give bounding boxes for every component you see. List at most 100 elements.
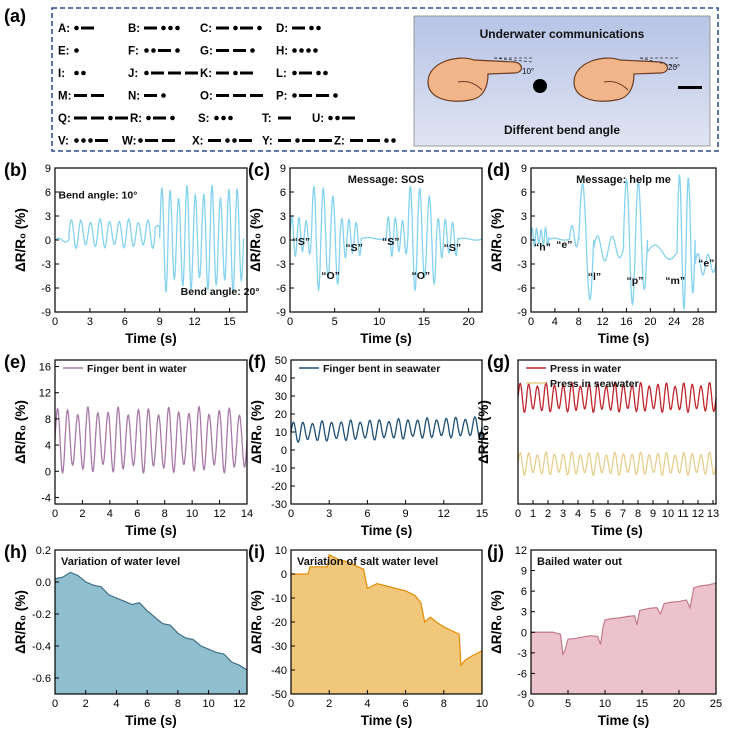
plot-area-b <box>55 183 245 294</box>
morse-dash <box>292 26 305 30</box>
y-tick-label: -10 <box>271 593 287 605</box>
morse-dot <box>316 70 321 76</box>
morse-letter: J: <box>128 68 138 80</box>
x-tick-label: 12 <box>438 508 450 520</box>
legend-label: Finger bent in water <box>87 363 187 375</box>
annotation: “O” <box>411 270 430 282</box>
scale-bar <box>678 86 702 89</box>
morse-dash <box>302 139 315 142</box>
x-tick-label: 8 <box>162 508 168 520</box>
y-tick-label: -3 <box>41 259 51 271</box>
morse-dot <box>384 138 389 143</box>
panel-label-b: (b) <box>4 160 27 180</box>
x-tick-label: 4 <box>113 698 119 710</box>
x-tick-label: 0 <box>287 316 293 328</box>
y-tick-label: 3 <box>45 211 51 223</box>
x-tick-label: 4 <box>107 508 113 520</box>
morse-entry: D: <box>276 23 321 35</box>
morse-letter: W: <box>122 136 136 148</box>
morse-letter: K: <box>200 68 212 80</box>
finger-crease <box>457 81 483 91</box>
x-tick-label: 12 <box>233 698 245 710</box>
y-tick-label: 12 <box>39 388 51 400</box>
morse-dot <box>225 138 230 143</box>
y-tick-label: 6 <box>280 187 286 199</box>
morse-dash <box>299 94 312 97</box>
x-tick-label: 12 <box>692 508 704 520</box>
x-tick-label: 0 <box>288 698 294 710</box>
y-axis-label: ΔR/R₀ (%) <box>489 208 504 272</box>
chart-title: Variation of salt water level <box>297 556 438 568</box>
x-tick-label: 5 <box>565 698 571 710</box>
x-tick-label: 8 <box>441 698 447 710</box>
morse-dot <box>228 115 233 121</box>
morse-entry: R: <box>130 113 175 125</box>
morse-dash <box>299 71 312 75</box>
morse-dash <box>350 139 363 142</box>
morse-dot <box>214 115 219 121</box>
morse-entry: J: <box>128 68 198 80</box>
x-tick-label: 12 <box>596 316 608 328</box>
y-tick-label: 0.0 <box>36 577 51 589</box>
morse-dot <box>316 25 321 31</box>
x-axis-label: Time (s) <box>598 331 650 346</box>
morse-dash <box>278 116 291 120</box>
axes-frame <box>54 359 248 505</box>
morse-dash <box>316 94 329 97</box>
x-tick-label: 8 <box>175 698 181 710</box>
morse-letter: B: <box>128 23 140 35</box>
axes-frame <box>54 549 248 695</box>
x-tick-label: 2 <box>326 698 332 710</box>
y-tick-label: -30 <box>271 499 287 511</box>
y-tick-label: 10 <box>275 545 287 557</box>
morse-entry: H: <box>276 46 318 58</box>
y-tick-label: -0.6 <box>32 673 51 685</box>
y-tick-label: 0 <box>521 627 527 639</box>
y-tick-label: -9 <box>517 307 527 319</box>
morse-dash <box>95 139 108 142</box>
x-tick-label: 10 <box>202 698 214 710</box>
x-tick-label: 4 <box>364 698 370 710</box>
x-tick-label: 0 <box>515 508 521 520</box>
morse-dash <box>144 26 157 30</box>
morse-entry: O: <box>200 91 263 103</box>
annotation: “e” <box>698 257 714 269</box>
x-tick-label: 11 <box>677 508 688 520</box>
morse-dash <box>168 71 181 75</box>
x-tick-label: 0 <box>52 698 58 710</box>
y-tick-label: -50 <box>271 689 287 701</box>
panel-label-i: (i) <box>248 542 265 562</box>
morse-dash <box>208 139 221 142</box>
morse-letter: Y: <box>262 136 273 148</box>
x-tick-label: 0 <box>52 508 58 520</box>
series-line <box>55 571 247 671</box>
morse-dot <box>233 25 238 31</box>
morse-dot <box>81 138 86 143</box>
x-tick-label: 12 <box>213 508 225 520</box>
morse-entry: E: <box>58 46 79 58</box>
x-tick-label: 20 <box>644 316 656 328</box>
x-axis-label: Time (s) <box>598 713 650 728</box>
y-tick-label: 3 <box>280 211 286 223</box>
finger-shape <box>573 57 669 102</box>
morse-dot <box>151 48 156 53</box>
area-fill <box>55 572 247 694</box>
plot-area-f <box>291 416 482 443</box>
morse-dot <box>144 48 149 53</box>
y-tick-label: -9 <box>276 307 286 319</box>
legend-label: Finger bent in seawater <box>323 363 440 375</box>
axes-frame <box>517 359 717 505</box>
angle-label-large: 20° <box>668 63 680 72</box>
annotation: “S” <box>293 236 311 248</box>
x-tick-label: 6 <box>403 698 409 710</box>
morse-dot <box>168 25 173 31</box>
y-tick-label: 0 <box>281 445 287 457</box>
y-tick-label: -9 <box>517 689 527 701</box>
morse-dot <box>292 70 297 76</box>
annotation: “m” <box>665 275 685 287</box>
annotation: “S” <box>345 242 363 254</box>
chart-h: (h) 0 2 4 6 8 10 12 -0.6 -0.4 -0.2 0.0 0.2 Time (s) ΔR… <box>4 542 248 728</box>
morse-entry: L: <box>276 68 328 80</box>
